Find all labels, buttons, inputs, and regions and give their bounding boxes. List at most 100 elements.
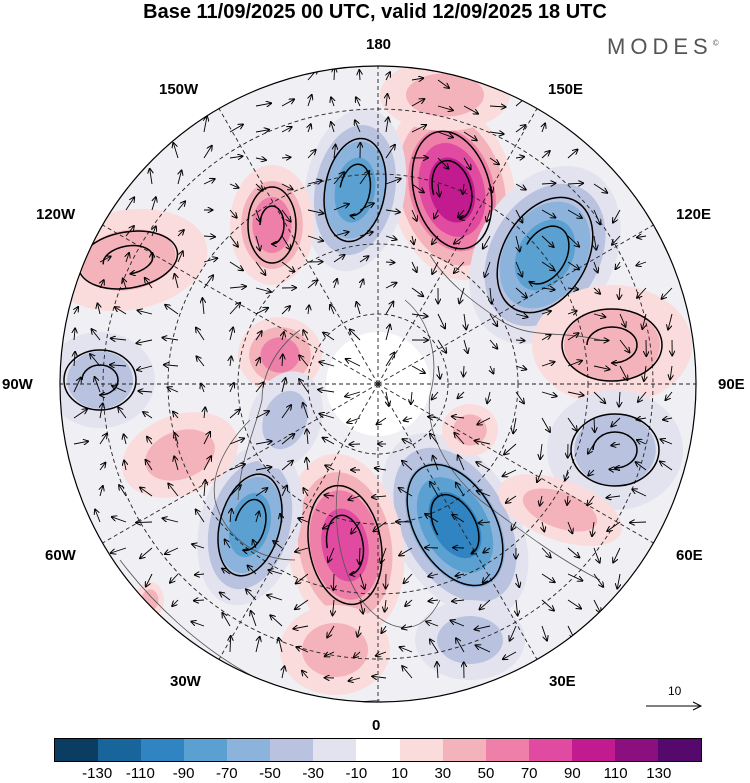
wind-arrow	[411, 99, 424, 107]
wind-arrow	[203, 432, 210, 445]
wind-arrow	[308, 124, 311, 133]
wind-arrow	[229, 286, 246, 288]
wind-arrow	[255, 103, 271, 106]
lon-label-150e: 150E	[548, 81, 584, 98]
anomaly-level	[437, 616, 503, 664]
colorbar-segment	[55, 739, 99, 761]
wind-arrow	[593, 599, 601, 613]
wind-arrow	[281, 157, 291, 158]
wind-arrow	[477, 417, 491, 425]
reference-vector-label: 10	[668, 684, 682, 698]
wind-arrow	[282, 666, 285, 679]
wind-arrow	[385, 145, 395, 159]
colorbar-tick-label: 50	[477, 765, 495, 782]
wind-arrow	[303, 330, 309, 341]
wind-arrow	[126, 253, 129, 263]
wind-arrow	[136, 522, 153, 523]
wind-arrow	[567, 261, 579, 269]
wind-arrow	[475, 626, 491, 629]
wind-arrow	[319, 414, 335, 419]
wind-arrow	[229, 184, 239, 188]
wind-arrow	[191, 622, 205, 627]
wind-arrow	[375, 468, 387, 470]
wind-arrow	[350, 329, 361, 341]
wind-arrow	[668, 313, 673, 330]
meridian	[377, 383, 654, 544]
wind-arrow	[463, 183, 464, 194]
wind-arrow	[296, 647, 309, 653]
wind-arrow	[123, 279, 126, 289]
wind-arrow	[359, 256, 369, 263]
wind-arrow	[281, 405, 291, 419]
wind-arrow	[567, 599, 581, 609]
wind-arrow	[220, 593, 231, 601]
wind-arrow	[372, 676, 387, 678]
wind-arrow	[411, 287, 423, 296]
wind-arrow	[203, 236, 215, 237]
wind-arrow	[351, 521, 361, 534]
wind-arrow	[256, 512, 259, 523]
wind-arrow	[296, 573, 309, 584]
wind-arrow	[437, 79, 449, 88]
wind-arrow	[619, 391, 620, 407]
wind-arrow	[463, 131, 477, 140]
anomaly-level	[80, 229, 176, 291]
wind-arrow	[197, 356, 205, 367]
wind-arrow	[542, 521, 544, 531]
wind-arrow	[203, 146, 212, 159]
wind-arrow	[348, 496, 361, 500]
wind-arrow	[202, 298, 204, 315]
wind-arrow	[593, 340, 608, 341]
wind-arrow	[318, 390, 335, 392]
wind-arrow	[136, 340, 153, 343]
wind-arrow	[485, 261, 491, 277]
streamline	[586, 326, 638, 363]
wind-arrow	[152, 226, 156, 237]
colorbar-tick-label: 10	[391, 765, 408, 782]
wind-arrow	[295, 548, 309, 552]
colorbar-segment	[356, 739, 400, 761]
wind-arrow	[281, 486, 287, 497]
wind-arrow	[74, 307, 78, 315]
wind-arrow	[480, 599, 491, 609]
wind-arrow	[302, 671, 309, 679]
wind-arrow	[307, 210, 323, 213]
wind-arrow	[454, 261, 465, 273]
wind-arrow	[385, 599, 386, 612]
colorbar-tick-label: -90	[172, 765, 195, 782]
streamline	[323, 137, 387, 243]
wind-arrow	[325, 465, 335, 471]
wind-arrow	[541, 311, 551, 314]
coastline	[335, 469, 441, 628]
wind-arrow	[411, 78, 423, 80]
wind-arrow	[324, 495, 335, 496]
wind-arrow	[204, 407, 205, 419]
streamline	[259, 205, 285, 244]
graticule	[60, 66, 696, 702]
wind-arrow	[74, 329, 75, 341]
wind-arrow	[515, 391, 524, 403]
colorbar-ticks: -130 -110 -90 -70 -50 -30 -10 10 30 50 70 90 110 130	[0, 765, 750, 783]
wind-arrow	[358, 625, 361, 637]
wind-arrow	[281, 461, 293, 471]
wind-arrow	[541, 183, 555, 184]
wind-arrow	[636, 462, 647, 471]
anomaly-level	[145, 429, 215, 481]
wind-arrow	[331, 97, 334, 107]
wind-arrow	[385, 210, 400, 212]
wind-arrow	[487, 391, 490, 403]
wind-arrow	[616, 261, 621, 269]
wind-arrow	[255, 467, 271, 470]
wind-arrow	[347, 417, 361, 423]
wind-arrow	[229, 156, 242, 158]
wind-arrow	[327, 625, 335, 637]
streamline	[430, 494, 480, 563]
wind-arrow	[255, 209, 260, 222]
wind-arrow	[299, 379, 309, 393]
wind-arrow	[515, 183, 526, 190]
meridian	[102, 383, 379, 544]
wind-arrow	[255, 331, 262, 341]
wind-arrow	[593, 547, 600, 563]
wind-arrow	[281, 99, 294, 107]
